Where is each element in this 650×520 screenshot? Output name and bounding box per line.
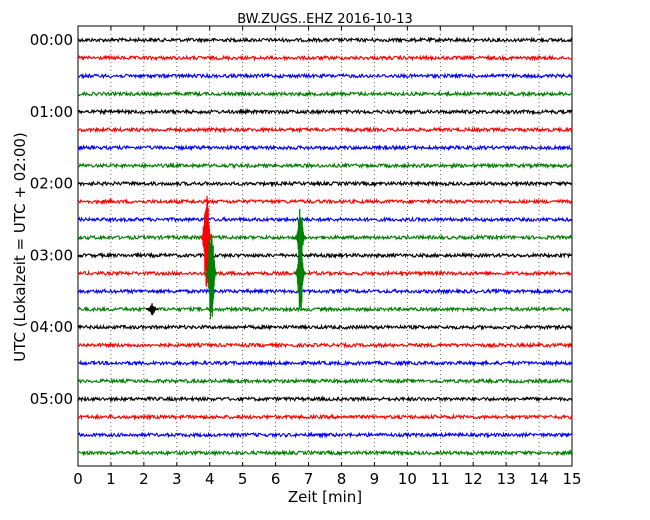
x-tick-label: 4 xyxy=(205,470,215,488)
x-tick-label: 5 xyxy=(238,470,248,488)
x-tick-label: 0 xyxy=(73,470,83,488)
trace-line xyxy=(77,126,573,134)
y-axis-label: UTC (Lokalzeit = UTC + 02:00) xyxy=(11,132,29,362)
trace-line xyxy=(77,413,573,421)
event-spike xyxy=(294,208,307,263)
trace-line xyxy=(77,90,573,98)
trace-line xyxy=(77,251,573,260)
trace-line xyxy=(77,359,573,367)
y-tick-label: 03:00 xyxy=(30,246,73,264)
x-tick-label: 7 xyxy=(304,470,314,488)
x-tick-label: 2 xyxy=(139,470,149,488)
event-spike xyxy=(145,303,159,316)
trace-line xyxy=(77,143,573,152)
event-spike xyxy=(205,233,218,320)
trace-line xyxy=(77,233,573,242)
event-spike xyxy=(293,229,307,310)
x-tick-label: 11 xyxy=(431,470,450,488)
trace-line xyxy=(77,179,573,188)
trace-line xyxy=(77,215,573,224)
x-tick-label: 10 xyxy=(398,470,417,488)
x-tick-label: 8 xyxy=(337,470,347,488)
trace-line xyxy=(77,395,573,403)
x-axis-label: Zeit [min] xyxy=(287,488,363,506)
x-tick-label: 1 xyxy=(106,470,116,488)
y-tick-label: 04:00 xyxy=(30,318,73,336)
trace-line xyxy=(77,323,573,332)
trace-line xyxy=(77,377,573,385)
trace-line xyxy=(77,431,573,439)
x-tick-label: 13 xyxy=(497,470,516,488)
x-tick-label: 12 xyxy=(464,470,483,488)
plot-frame xyxy=(77,25,573,467)
x-tick-label: 3 xyxy=(172,470,182,488)
trace-line xyxy=(78,54,573,62)
trace-line xyxy=(77,161,573,170)
trace-line xyxy=(78,305,573,314)
trace-line xyxy=(77,36,572,44)
x-tick-label: 14 xyxy=(530,470,549,488)
y-tick-label: 01:00 xyxy=(30,103,73,121)
trace-line xyxy=(77,197,573,206)
trace-line xyxy=(77,269,573,278)
trace-line xyxy=(77,449,573,457)
trace-line xyxy=(77,287,573,296)
y-tick-label: 05:00 xyxy=(30,390,73,408)
event-spike xyxy=(200,195,213,288)
y-tick-label: 02:00 xyxy=(30,175,73,193)
x-tick-label: 6 xyxy=(271,470,281,488)
trace-line xyxy=(77,72,573,80)
trace-line xyxy=(77,107,573,116)
y-tick-label: 00:00 xyxy=(30,31,73,49)
chart-title: BW.ZUGS..EHZ 2016-10-13 xyxy=(237,12,413,27)
trace-line xyxy=(77,341,573,349)
x-tick-label: 9 xyxy=(370,470,380,488)
x-tick-label: 15 xyxy=(562,470,581,488)
